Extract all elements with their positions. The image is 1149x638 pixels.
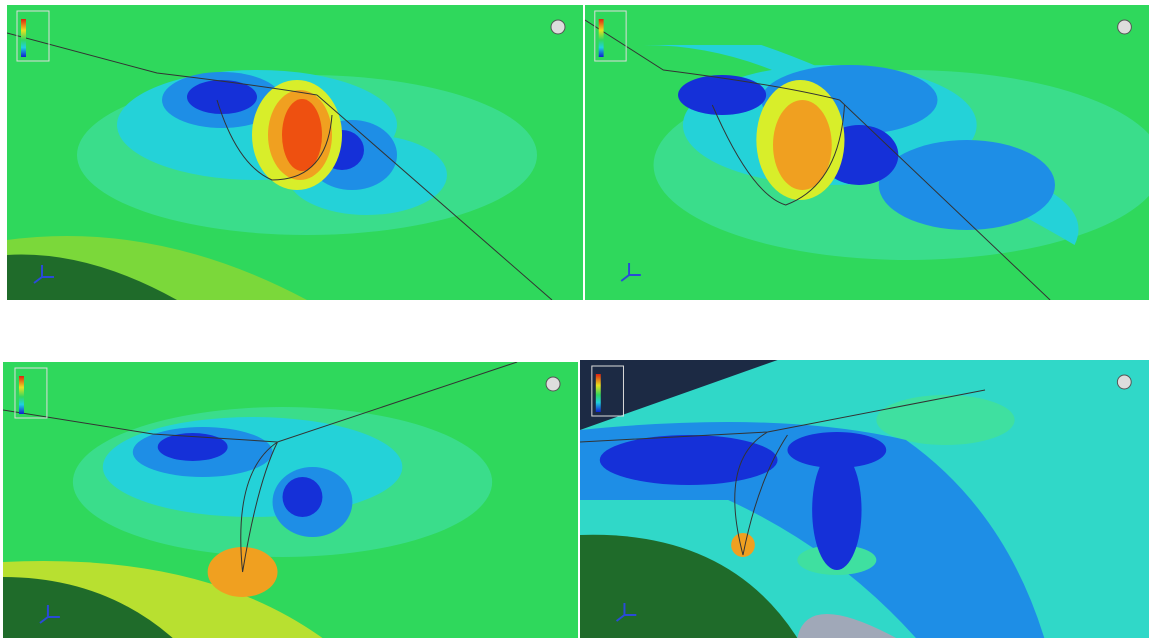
legend-scale [21,19,26,57]
region [879,140,1055,230]
figure [0,0,1149,638]
view-icon [546,377,560,391]
region [812,450,861,570]
region [600,435,778,485]
view-icon [551,20,565,34]
contour-panel [585,5,1149,300]
contour-panel [7,5,583,300]
region [283,477,323,517]
region [158,433,228,461]
view-icon [1117,375,1131,389]
region [282,99,322,171]
contour-panel [3,362,578,638]
legend-scale [19,376,24,414]
legend-scale [596,374,601,412]
legend-scale [599,19,604,57]
contour-panel [580,360,1149,638]
region [678,75,766,115]
region [187,80,257,114]
region [876,395,1014,445]
view-icon [1118,20,1132,34]
